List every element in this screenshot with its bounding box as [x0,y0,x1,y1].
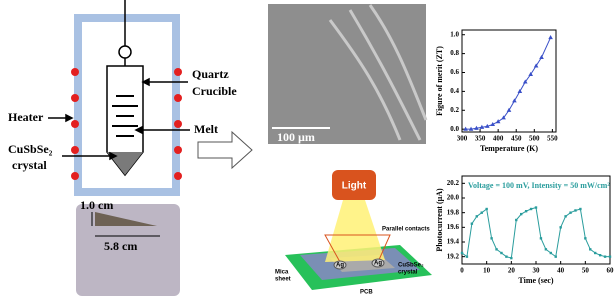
flow-arrow [198,132,252,168]
x-tick-label: 20 [508,267,516,275]
marker [471,222,473,224]
marker [540,237,542,239]
marker [481,211,483,213]
marker [510,257,512,259]
label: Parallel contacts [382,227,430,233]
annotation: Voltage = 100 mV, Intensity = 50 mW/cm² [468,181,610,190]
x-tick-label: 550 [547,135,558,143]
device-schematic: Light Parallel contacts Ag Ag Mica sheet… [275,170,432,296]
y-tick-label: 19.4 [447,238,460,246]
y-tick-label: 1.0 [450,30,459,38]
marker [466,255,468,257]
marker [569,211,571,213]
x-tick-label: 60 [607,267,614,275]
label: CuSbSe₂ [398,263,424,269]
y-tick-label: 0.6 [450,68,459,76]
y-tick-label: 20.0 [447,194,460,202]
marker [574,209,576,211]
marker [476,215,478,217]
marker [548,35,553,39]
label: Light [342,181,367,192]
marker [589,248,591,250]
y-tick-label: 0.2 [450,106,459,114]
y-tick-label: 0.4 [450,87,459,95]
label: Heater [8,110,44,124]
x-tick-label: 500 [529,135,540,143]
label: crystal [398,270,418,276]
label: Ag [374,261,382,267]
y-tick-label: 19.6 [447,223,460,231]
marker [496,119,501,123]
x-tick-label: 40 [557,267,565,275]
sem-image: 100 µm [268,4,426,144]
y-tick-label: 0.8 [450,49,459,57]
marker [535,206,537,208]
figure: Quartz Crucible Melt Heater CuSbSe₂ crys… [0,0,614,298]
x-tick-label: 0 [460,267,464,275]
label: Crucible [192,84,237,98]
x-tick-label: 300 [457,135,468,143]
furnace-diagram: Quartz Crucible Melt Heater CuSbSe₂ crys… [8,0,237,192]
marker [564,215,566,217]
y-tick-label: 19.2 [447,252,460,260]
label: sheet [275,277,291,283]
marker [594,252,596,254]
label: CuSbSe₂ [8,142,53,156]
marker [461,252,463,254]
label: 100 µm [277,130,315,144]
marker [555,255,557,257]
marker [530,208,532,210]
label: crystal [12,158,47,172]
marker [545,248,547,250]
marker [584,237,586,239]
y-tick-label: 20.2 [447,179,460,187]
y-tick-label: 0.0 [450,125,459,133]
label: 5.8 cm [104,239,137,253]
label: Quartz [192,67,229,81]
marker [490,237,492,239]
marker [485,208,487,210]
x-tick-label: 400 [493,135,504,143]
label: 1.0 cm [80,198,113,212]
x-tick-label: 50 [582,267,590,275]
marker [559,226,561,228]
y-axis-label: Figure of merit (ZT) [435,46,444,116]
light-beam [325,200,385,262]
sem-bg [268,4,426,144]
plot-frame [462,30,556,132]
marker [550,252,552,254]
x-tick-label: 30 [533,267,541,275]
data-line [462,208,610,259]
label: Melt [194,122,218,136]
x-tick-label: 10 [483,267,491,275]
label: Ag [336,263,344,269]
label: PCB [360,290,373,296]
y-tick-label: 19.8 [447,208,460,216]
marker [520,213,522,215]
marker [599,254,601,256]
x-tick-label: 350 [475,135,486,143]
marker [505,255,507,257]
marker [515,219,517,221]
marker [579,208,581,210]
data-line [466,38,551,130]
crystal-photo: 1.0 cm 5.8 cm [76,198,180,296]
x-axis-label: Time (sec) [518,276,554,285]
x-tick-label: 450 [511,135,522,143]
y-axis-label: Photocurrent (µA) [435,188,444,252]
x-axis-label: Temperature (K) [480,144,538,153]
marker [500,252,502,254]
marker [604,255,606,257]
marker [495,248,497,250]
marker [609,255,611,257]
marker [525,210,527,212]
hook [119,46,131,58]
label: Mica [275,270,289,276]
marker [539,55,544,59]
